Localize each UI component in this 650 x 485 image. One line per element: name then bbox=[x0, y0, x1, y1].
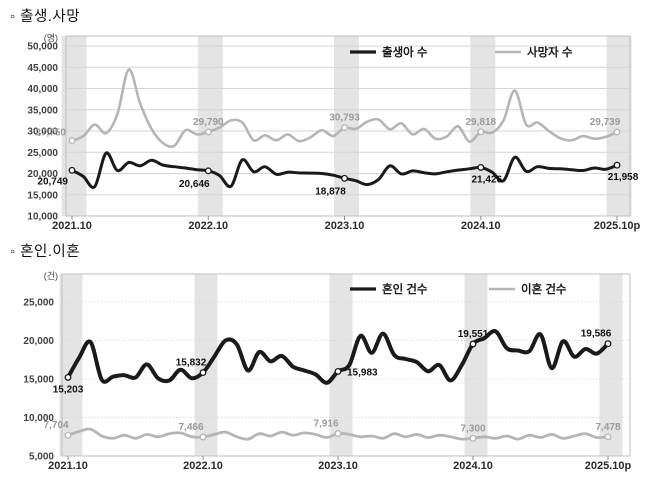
data-point-marker-births bbox=[341, 174, 348, 182]
y-axis-tick-label: 20,000 bbox=[27, 169, 58, 180]
data-point-marker-marriages bbox=[469, 340, 477, 348]
legend-label-births: 출생아 수 bbox=[382, 45, 428, 59]
section-title-birth-death: ◦ 출생.사망 bbox=[10, 9, 81, 25]
data-point-label-marriages: 19,551 bbox=[458, 329, 489, 340]
y-axis-tick-label: 10,000 bbox=[23, 413, 54, 424]
data-point-label-deaths: 27,750 bbox=[35, 128, 66, 139]
y-axis-tick-label: 20,000 bbox=[23, 336, 54, 347]
data-point-marker-marriages bbox=[64, 373, 72, 381]
x-axis-tick-label: 2021.10 bbox=[48, 460, 88, 472]
plot-border bbox=[61, 273, 631, 457]
y-axis-tick-label: 35,000 bbox=[27, 105, 58, 116]
data-point-marker-deaths bbox=[477, 128, 485, 136]
data-point-marker-births bbox=[477, 163, 485, 171]
x-axis-tick-label: 2023.10 bbox=[318, 460, 358, 472]
data-point-label-divorces: 7,704 bbox=[43, 420, 68, 431]
october-highlight-band bbox=[470, 36, 496, 216]
data-point-marker-births bbox=[68, 166, 76, 174]
october-highlight-band bbox=[329, 274, 353, 456]
data-point-marker-marriages bbox=[604, 340, 612, 348]
data-point-marker-deaths bbox=[341, 124, 348, 132]
data-point-label-births: 20,749 bbox=[37, 176, 68, 187]
y-axis-tick-label: 45,000 bbox=[27, 63, 58, 74]
data-point-label-deaths: 29,818 bbox=[466, 117, 497, 128]
october-highlight-band bbox=[59, 274, 83, 456]
data-point-label-marriages: 15,203 bbox=[53, 384, 84, 395]
data-point-marker-divorces bbox=[604, 433, 612, 441]
y-axis-unit-marriage-divorce: (건) bbox=[43, 271, 58, 281]
data-point-marker-births bbox=[613, 161, 621, 169]
x-axis-tick-label: 2025.10p bbox=[594, 220, 641, 232]
october-highlight-band bbox=[61, 36, 87, 216]
y-axis-unit-birth-death: (명) bbox=[43, 33, 58, 43]
data-point-label-deaths: 29,790 bbox=[193, 117, 224, 128]
x-axis-tick-label: 2022.10 bbox=[183, 460, 223, 472]
data-point-label-divorces: 7,466 bbox=[178, 422, 203, 433]
data-point-label-deaths: 29,739 bbox=[590, 117, 621, 128]
plot-border bbox=[65, 35, 631, 217]
y-axis-tick-label: 25,000 bbox=[23, 298, 54, 309]
x-axis-tick-label: 2023.10 bbox=[325, 220, 365, 232]
data-point-label-births: 21,426 bbox=[472, 174, 503, 185]
y-axis-tick-label: 50,000 bbox=[27, 42, 58, 53]
october-highlight-band bbox=[197, 36, 223, 216]
data-point-label-deaths: 30,793 bbox=[329, 113, 360, 124]
y-axis-tick-label: 5,000 bbox=[29, 452, 54, 463]
y-axis-tick-label: 15,000 bbox=[27, 190, 58, 201]
october-highlight-band bbox=[464, 274, 488, 456]
data-point-label-births: 18,878 bbox=[315, 186, 346, 197]
data-point-marker-deaths bbox=[68, 137, 76, 145]
data-point-marker-births bbox=[204, 167, 212, 175]
october-highlight-band bbox=[599, 274, 623, 456]
data-point-marker-marriages bbox=[199, 369, 207, 377]
data-point-marker-deaths bbox=[613, 128, 621, 136]
data-point-marker-divorces bbox=[334, 430, 342, 437]
data-point-label-marriages: 15,832 bbox=[176, 358, 207, 369]
data-point-marker-marriages bbox=[334, 367, 342, 375]
legend-label-deaths: 사망자 수 bbox=[527, 45, 573, 59]
data-point-marker-divorces bbox=[469, 434, 477, 442]
october-highlight-band bbox=[606, 36, 632, 216]
data-point-label-divorces: 7,300 bbox=[460, 423, 485, 434]
y-axis-tick-label: 25,000 bbox=[27, 148, 58, 159]
birth-death-line-chart: 50,000 45,000 40,000 35,000 30,000 25,000 20,0… bbox=[27, 35, 641, 232]
x-axis-tick-label: 2024.10 bbox=[453, 460, 493, 472]
y-axis-tick-label: 15,000 bbox=[23, 375, 54, 386]
y-axis-tick-label: 30,000 bbox=[27, 127, 58, 138]
x-axis-tick-label: 2025.10p bbox=[585, 460, 632, 472]
data-point-label-marriages: 19,586 bbox=[581, 329, 612, 340]
legend-label-divorces: 이혼 건수 bbox=[521, 282, 567, 296]
x-axis-tick-label: 2022.10 bbox=[188, 220, 228, 232]
data-point-label-births: 20,646 bbox=[179, 179, 210, 190]
october-highlight-band bbox=[194, 274, 218, 456]
x-axis-tick-label: 2024.10 bbox=[461, 220, 501, 232]
legend-label-marriages: 혼인 건수 bbox=[382, 282, 428, 296]
data-point-label-divorces: 7,478 bbox=[595, 422, 620, 433]
y-axis-tick-label: 10,000 bbox=[27, 212, 58, 223]
data-point-marker-deaths bbox=[204, 128, 212, 136]
section-title-marriage-divorce: ◦ 혼인.이혼 bbox=[10, 244, 81, 260]
y-axis-tick-label: 40,000 bbox=[27, 84, 58, 95]
data-point-label-marriages: 15,983 bbox=[347, 367, 378, 378]
x-axis-tick-label: 2021.10 bbox=[52, 220, 92, 232]
data-point-label-divorces: 7,916 bbox=[313, 419, 338, 430]
data-point-marker-divorces bbox=[64, 431, 72, 439]
data-point-label-births: 21,958 bbox=[608, 172, 639, 183]
data-point-marker-divorces bbox=[199, 433, 207, 441]
